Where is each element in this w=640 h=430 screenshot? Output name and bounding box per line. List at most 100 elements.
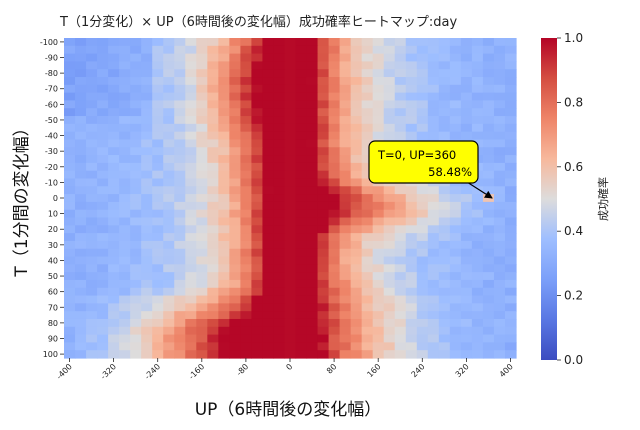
heatmap-cell <box>416 311 429 320</box>
heatmap-cell <box>119 264 131 273</box>
x-tick-label: 80 <box>325 362 339 376</box>
heatmap-cell <box>295 295 308 304</box>
heatmap-cell <box>350 311 363 320</box>
heatmap-cell <box>185 194 197 203</box>
heatmap-cell <box>97 100 109 109</box>
heatmap-cell <box>152 225 164 234</box>
heatmap-cell <box>196 311 208 320</box>
heatmap-cell <box>196 170 208 180</box>
heatmap-cell <box>229 209 241 219</box>
heatmap-cell <box>152 272 164 281</box>
heatmap-cell <box>108 139 120 148</box>
heatmap-cell <box>405 84 418 94</box>
heatmap-cell <box>372 287 385 297</box>
heatmap-cell <box>207 256 219 265</box>
heatmap-cell <box>119 350 131 359</box>
heatmap-cell <box>284 108 297 117</box>
heatmap-cell <box>240 61 253 70</box>
heatmap-cell <box>229 61 241 70</box>
heatmap-cell <box>251 342 264 351</box>
heatmap-cell <box>394 233 407 242</box>
heatmap-cell <box>471 178 484 187</box>
heatmap-cell <box>405 342 418 351</box>
heatmap-cell <box>174 209 186 219</box>
heatmap-cell <box>240 116 253 125</box>
heatmap-cell <box>383 279 396 289</box>
heatmap-cell <box>86 233 98 242</box>
heatmap-cell <box>141 77 153 86</box>
heatmap-cell <box>394 311 407 320</box>
heatmap-cell <box>306 162 319 172</box>
heatmap-cell <box>141 225 153 234</box>
heatmap-cell <box>405 209 418 219</box>
heatmap-cell <box>273 225 286 234</box>
heatmap-cell <box>394 295 407 304</box>
heatmap-cell <box>361 178 374 187</box>
heatmap-cell <box>86 194 98 203</box>
heatmap-cell <box>108 295 120 304</box>
heatmap-cell <box>152 318 164 328</box>
heatmap-cell <box>174 334 186 343</box>
heatmap-cell <box>339 240 352 250</box>
heatmap-cell <box>240 326 253 336</box>
heatmap-cell <box>86 53 98 63</box>
heatmap-cell <box>504 108 517 117</box>
heatmap-cell <box>427 279 440 289</box>
heatmap-cell <box>196 53 208 63</box>
heatmap-cell <box>394 287 407 297</box>
heatmap-cell <box>394 225 407 234</box>
heatmap-cell <box>449 295 462 304</box>
heatmap-cell <box>471 45 484 55</box>
heatmap-cell <box>251 217 264 226</box>
heatmap-cell <box>405 186 418 195</box>
heatmap-cell <box>251 84 264 94</box>
heatmap-cell <box>97 139 109 148</box>
heatmap-cell <box>262 38 275 47</box>
heatmap-cell <box>229 53 241 63</box>
heatmap-cell <box>427 131 440 141</box>
heatmap-cell <box>251 123 264 133</box>
heatmap-cell <box>328 217 341 226</box>
heatmap-cell <box>416 287 429 297</box>
heatmap-cell <box>163 162 175 172</box>
heatmap-cell <box>218 233 230 242</box>
colorbar-ticks: 0.00.20.40.60.81.0 <box>557 31 583 367</box>
heatmap-cell <box>262 100 275 109</box>
heatmap-cell <box>328 350 341 359</box>
heatmap-cell <box>427 69 440 78</box>
heatmap-cell <box>460 131 473 141</box>
heatmap-cell <box>493 264 506 273</box>
heatmap-cell <box>196 256 208 265</box>
y-tick-label: -50 <box>45 116 58 125</box>
heatmap-cell <box>196 100 208 109</box>
heatmap-cell <box>207 162 219 172</box>
heatmap-cell <box>75 69 87 78</box>
heatmap-cell <box>64 272 76 281</box>
heatmap-cell <box>339 139 352 148</box>
heatmap-cell <box>141 350 153 359</box>
heatmap-cell <box>174 45 186 55</box>
heatmap-cell <box>361 131 374 141</box>
heatmap-cell <box>273 350 286 359</box>
heatmap-cell <box>240 84 253 94</box>
heatmap-cell <box>427 92 440 102</box>
heatmap-cell <box>328 194 341 203</box>
heatmap-cell <box>97 311 109 320</box>
heatmap-cell <box>262 155 275 164</box>
heatmap-cell <box>152 326 164 336</box>
heatmap-cell <box>317 311 330 320</box>
heatmap-cell <box>317 131 330 141</box>
heatmap-cell <box>438 318 451 328</box>
heatmap-cell <box>416 61 429 70</box>
heatmap-cell <box>405 194 418 203</box>
heatmap-cell <box>196 84 208 94</box>
heatmap-cell <box>196 38 208 47</box>
heatmap-cell <box>416 123 429 133</box>
heatmap-cell <box>218 248 230 258</box>
heatmap-cell <box>427 209 440 219</box>
heatmap-cell <box>86 108 98 117</box>
heatmap-cell <box>75 194 87 203</box>
heatmap-cell <box>262 217 275 226</box>
heatmap-cell <box>394 194 407 203</box>
heatmap-cell <box>295 38 308 47</box>
